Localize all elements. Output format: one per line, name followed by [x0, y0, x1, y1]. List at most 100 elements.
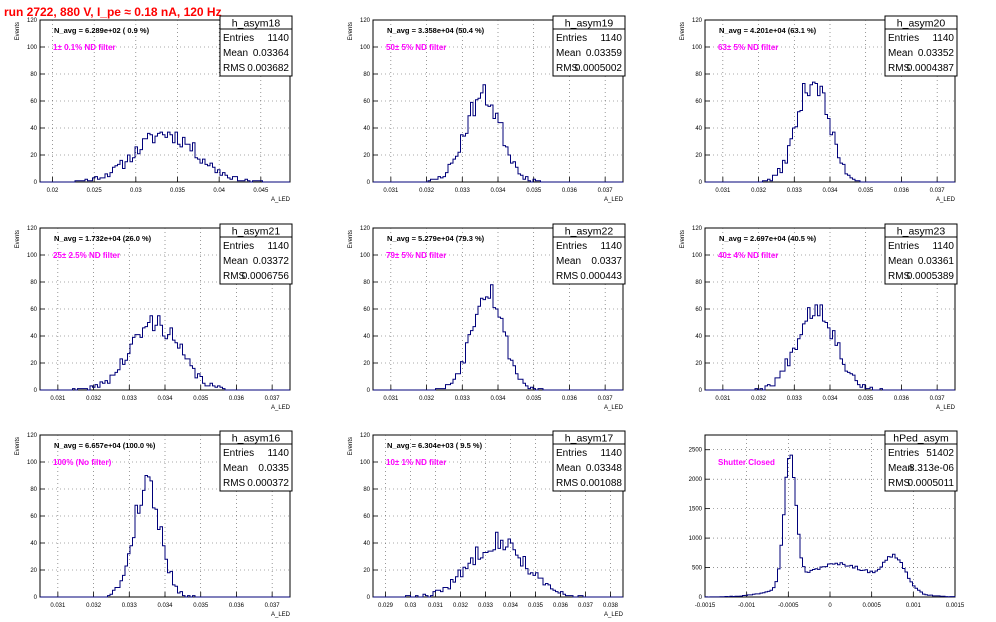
y-tick-label: 0 — [699, 595, 703, 601]
y-tick-label: 2500 — [689, 448, 703, 454]
x-axis-label: A_LED — [936, 197, 956, 203]
y-tick-label: 20 — [30, 361, 37, 367]
y-tick-label: 20 — [30, 568, 37, 574]
y-tick-label: 40 — [363, 126, 370, 132]
stats-value: 1140 — [932, 241, 954, 252]
x-tick-label: 0.037 — [265, 396, 281, 402]
x-axis-label: A_LED — [271, 197, 291, 203]
x-tick-label: 0.035 — [193, 396, 209, 402]
x-tick-label: 0.034 — [822, 396, 838, 402]
y-axis-label: Events — [15, 22, 21, 40]
histogram-panel-h_asym19: 0.031 0.032 0.033 0.034 0.035 0.036 0.037 0 20 40… — [348, 15, 626, 203]
y-tick-label: 20 — [363, 568, 370, 574]
x-tick-label: 0.029 — [378, 603, 394, 609]
histogram-title: hPed_asym — [893, 433, 949, 445]
x-tick-label: 0.036 — [562, 188, 578, 194]
histogram-title: h_asym19 — [565, 18, 614, 30]
stats-label: RMS — [556, 478, 579, 489]
stats-value: 1140 — [267, 448, 289, 459]
x-tick-label: 0.031 — [50, 603, 66, 609]
stats-box — [219, 223, 293, 285]
x-tick-label: 0.035 — [526, 396, 542, 402]
x-tick-label: 0.033 — [455, 396, 471, 402]
stats-label: RMS — [888, 271, 911, 282]
stats-value: 1140 — [600, 448, 622, 459]
stats-value: 8.313e-06 — [909, 463, 954, 474]
x-axis-label: A_LED — [271, 612, 291, 618]
y-tick-label: 1000 — [689, 536, 703, 542]
stats-value: 0.03364 — [253, 48, 290, 59]
histogram-title: h_asym16 — [232, 433, 281, 445]
stats-value: 0.03372 — [253, 256, 290, 267]
y-tick-label: 100 — [692, 253, 703, 259]
x-tick-label: 0.036 — [894, 188, 910, 194]
y-tick-label: 0 — [699, 388, 703, 394]
filter-note: 63± 5% ND filter — [718, 43, 778, 52]
filter-note: 79± 5% ND filter — [386, 251, 446, 260]
x-tick-label: 0.033 — [122, 396, 138, 402]
stats-label: Entries — [556, 241, 587, 252]
stats-value: 0.0005011 — [907, 478, 954, 489]
y-tick-label: 0 — [34, 595, 38, 601]
histogram-line-h_asym16 — [40, 475, 290, 598]
stats-label: Mean — [223, 48, 248, 59]
navg-text: N_avg = 5.279e+04 (79.3 %) — [387, 234, 485, 243]
stats-value: 0.03348 — [586, 463, 623, 474]
filter-note: 50± 5% ND filter — [386, 43, 446, 52]
y-tick-label: 120 — [27, 433, 38, 439]
y-axis-label: Events — [348, 22, 354, 40]
histogram-panel-h_asym17: 0.029 0.03 0.031 0.032 0.033 0.034 0.035 0.036 0… — [348, 430, 626, 618]
stats-label: Mean — [888, 256, 913, 267]
filter-note: 100% (No filter) — [53, 458, 112, 467]
stats-label: Entries — [223, 241, 254, 252]
stats-label: RMS — [223, 271, 246, 282]
stats-label: Entries — [223, 33, 254, 44]
histogram-line-h_asym18 — [40, 131, 290, 183]
x-tick-label: 0.033 — [122, 603, 138, 609]
stats-box — [552, 430, 626, 492]
y-tick-label: 80 — [695, 72, 702, 78]
y-tick-label: 80 — [30, 72, 37, 78]
x-tick-label: 0.037 — [930, 396, 946, 402]
y-tick-label: 0 — [367, 595, 371, 601]
y-axis-label: Events — [680, 22, 686, 40]
x-tick-label: 0.035 — [170, 188, 186, 194]
x-tick-label: 0.032 — [453, 603, 469, 609]
stats-label: Entries — [223, 448, 254, 459]
x-tick-label: 0.034 — [490, 396, 506, 402]
y-tick-label: 0 — [699, 180, 703, 186]
y-tick-label: 0 — [367, 388, 371, 394]
stats-label: Mean — [556, 256, 581, 267]
filter-note: 10± 1% ND filter — [386, 458, 446, 467]
navg-text: N_avg = 3.358e+04 (50.4 %) — [387, 26, 485, 35]
y-tick-label: 60 — [30, 99, 37, 105]
x-tick-label: 0.025 — [87, 188, 103, 194]
x-tick-label: 0.03 — [130, 188, 142, 194]
x-tick-label: 0.035 — [526, 188, 542, 194]
y-tick-label: 500 — [692, 566, 703, 572]
histogram-title: h_asym22 — [565, 226, 614, 238]
x-tick-label: 0.035 — [858, 396, 874, 402]
stats-value: 0.001088 — [580, 478, 622, 489]
stats-value: 0.0335 — [258, 463, 289, 474]
y-tick-label: 120 — [27, 226, 38, 232]
filter-note: 25± 2.5% ND filter — [53, 251, 120, 260]
histogram-panel-h_asym21: 0.031 0.032 0.033 0.034 0.035 0.036 0.037 0 20 40… — [15, 223, 293, 411]
histogram-line-h_asym22 — [373, 284, 623, 391]
x-tick-label: -0.0015 — [695, 603, 716, 609]
x-tick-label: 0.034 — [157, 603, 173, 609]
x-tick-label: 0.032 — [751, 396, 767, 402]
histogram-title: h_asym18 — [232, 18, 281, 30]
y-tick-label: 100 — [692, 45, 703, 51]
navg-text: N_avg = 6.657e+04 (100.0 %) — [54, 441, 156, 450]
x-tick-label: -0.001 — [738, 603, 756, 609]
x-tick-label: 0.031 — [715, 396, 731, 402]
panels-grid: 0.02 0.025 0.03 0.035 0.04 0.045 0 20 40 60 80 100 1… — [15, 15, 965, 618]
y-tick-label: 0 — [34, 388, 38, 394]
x-tick-label: 0.033 — [787, 396, 803, 402]
y-tick-label: 60 — [30, 514, 37, 520]
stats-value: 0.03352 — [918, 48, 955, 59]
y-tick-label: 120 — [360, 433, 371, 439]
y-tick-label: 80 — [363, 280, 370, 286]
y-tick-label: 80 — [30, 280, 37, 286]
